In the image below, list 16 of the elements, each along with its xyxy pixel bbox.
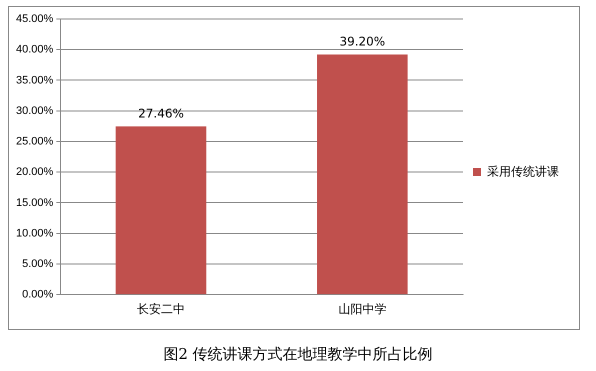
y-tick-label: 45.00% <box>16 13 54 26</box>
y-tick-label: 35.00% <box>16 74 54 86</box>
y-tick-label: 25.00% <box>16 136 54 148</box>
y-tick-label: 0.00% <box>22 288 54 301</box>
y-tick-label: 40.00% <box>16 44 54 56</box>
text: 图2 传统讲课方式在地理教学中所占比例 <box>162 345 434 364</box>
y-tick-label: 5.00% <box>22 258 54 270</box>
x-tick-label: 长安二中 <box>136 302 185 316</box>
legend-label: 采用传统讲课 <box>487 164 559 178</box>
y-tick-label: 20.00% <box>16 166 54 178</box>
x-tick-label: 山阳中学 <box>338 302 386 316</box>
data-label: 27.46% <box>138 106 184 121</box>
y-tick-label: 30.00% <box>16 104 54 117</box>
y-tick-label: 10.00% <box>16 227 54 240</box>
y-tick-label: 15.00% <box>16 196 54 209</box>
data-label: 39.20% <box>339 34 386 49</box>
